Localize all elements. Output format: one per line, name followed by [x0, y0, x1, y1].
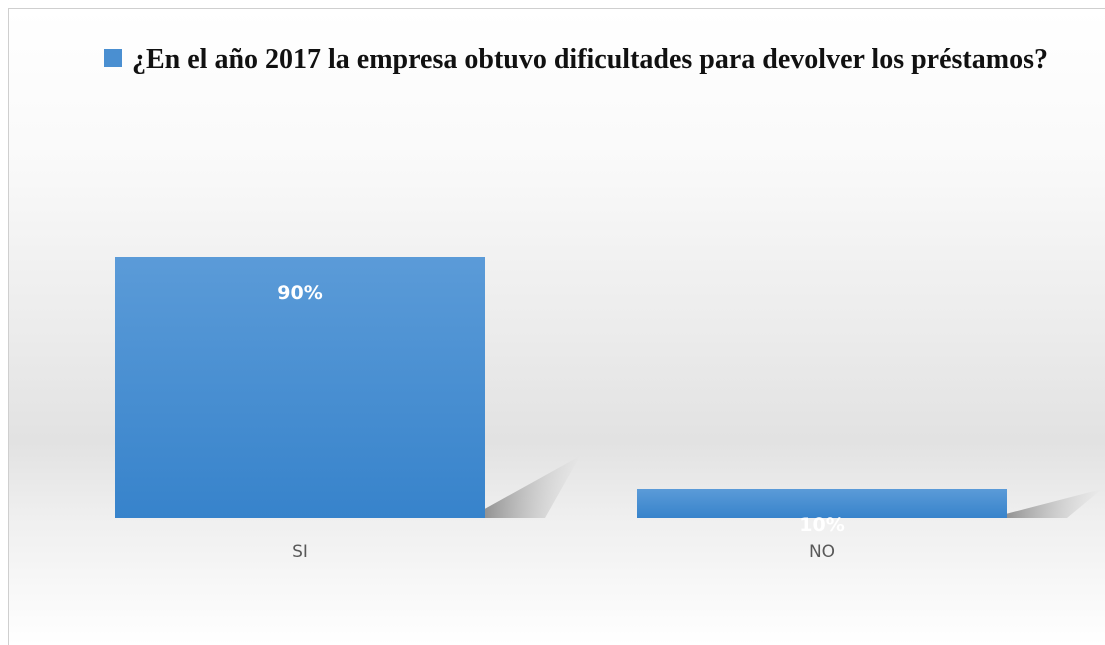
bars — [115, 257, 1007, 518]
x-tick-label-no: NO — [809, 542, 835, 562]
bar-shadow-si — [485, 456, 580, 518]
x-axis-tick-labels: SI NO — [292, 542, 835, 562]
data-labels: 90% 10% — [277, 282, 844, 536]
legend-swatch — [104, 49, 122, 67]
x-tick-label-si: SI — [292, 542, 308, 562]
bar-shadow-no — [1007, 489, 1102, 518]
legend-entry-series: ¿En el año 2017 la empresa obtuvo dificu… — [132, 44, 1048, 75]
legend: ¿En el año 2017 la empresa obtuvo dificu… — [104, 42, 1064, 78]
data-label-si: 90% — [277, 282, 322, 304]
bar-no — [637, 489, 1007, 518]
data-label-no: 10% — [799, 514, 844, 536]
bar-si — [115, 257, 485, 518]
bar-shadows — [485, 456, 1102, 518]
